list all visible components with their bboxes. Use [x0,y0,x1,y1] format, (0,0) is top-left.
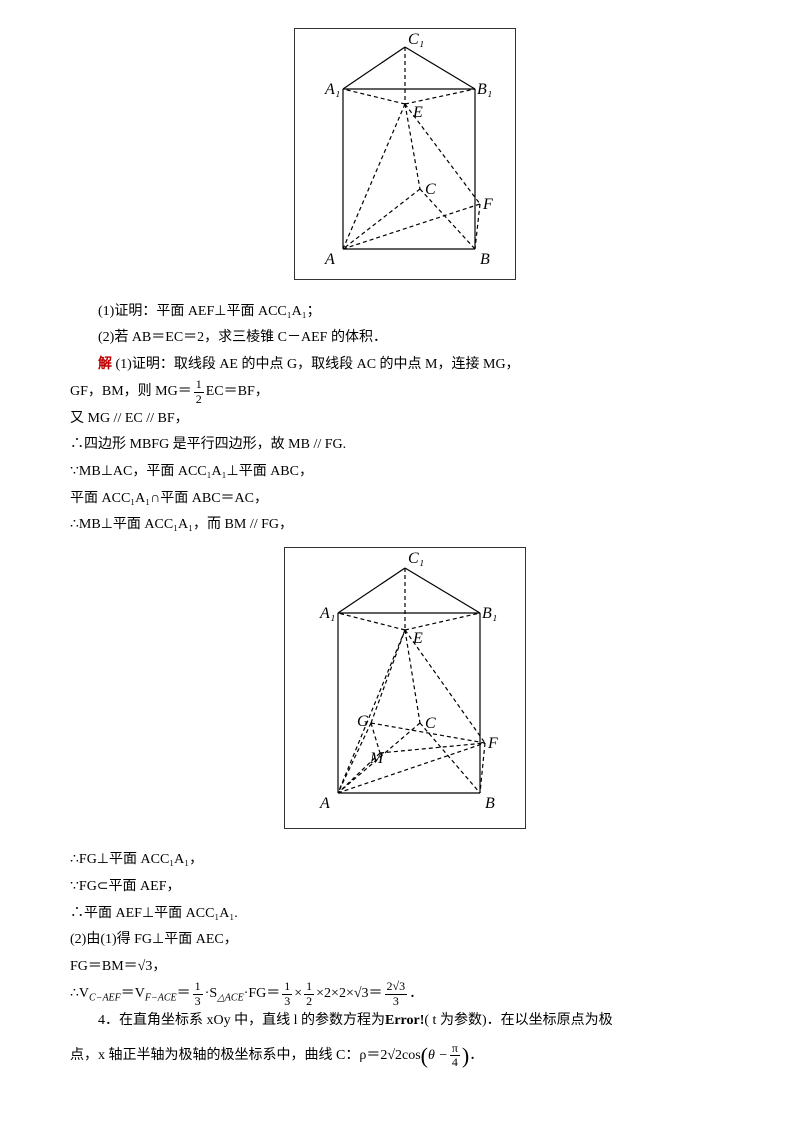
sol13a: ∴V [70,986,89,1001]
frac-num: 1 [194,378,204,392]
svg-text:B: B [485,795,495,812]
question-4-line1: 4．在直角坐标系 xOy 中，直线 l 的参数方程为Error!( t 为参数)… [70,1008,740,1035]
sol13g: ×2×2×√3＝ [316,986,382,1001]
svg-text:F: F [482,196,493,213]
solution-line-12: FG＝BM＝√3， [70,954,740,981]
sub-ace: △ACE [217,993,244,1004]
solution-line-2: GF，BM，则 MG＝12EC＝BF， [70,378,740,406]
svg-text:A: A [324,251,335,268]
question-4-line2: 点，x 轴正半轴为极轴的极坐标系中，曲线 C：ρ＝2√2cos(θ −π4)． [70,1035,740,1077]
sub-caef: C−AEF [89,993,121,1004]
solution-line-8: ∴FG⊥平面 ACC₁A₁， [70,847,740,874]
frac-theta: π4 [450,1042,460,1069]
svg-text:B: B [480,251,490,268]
solution-line-5: ∵MB⊥AC，平面 ACC₁A₁⊥平面 ABC， [70,459,740,486]
frac-den: 3 [193,995,203,1008]
solution-label: 解 [98,357,112,372]
svg-text:B₁: B₁ [477,81,492,98]
q4a: 4．在直角坐标系 xOy 中，直线 l 的参数方程为 [98,1013,385,1028]
question-2: (2)若 AB＝EC＝2，求三棱锥 C－AEF 的体积． [70,325,740,352]
svg-text:C: C [425,181,436,198]
frac-den: 2 [194,393,204,406]
sol13b: ＝V [121,986,145,1001]
svg-text:C₁: C₁ [408,31,424,48]
svg-text:C: C [425,715,436,732]
frac-third-2: 13 [282,980,292,1007]
svg-text:E: E [412,104,423,121]
sol13f: × [294,986,302,1001]
figure-1-container: C₁ A₁ B₁ E C F A B [70,28,740,291]
theta-expr: θ − [428,1048,448,1063]
solution-line-6: 平面 ACC₁A₁∩平面 ABC＝AC， [70,486,740,513]
frac-num: 1 [304,980,314,994]
svg-text:A: A [319,795,330,812]
sol13d: ·S [205,986,217,1001]
frac-num: 2√3 [385,980,408,994]
frac-den: 4 [450,1056,460,1069]
q4-error: Error! [385,1013,424,1028]
figure-2-container: C₁ A₁ B₁ E G C M F A B [70,547,740,840]
question-1: (1)证明：平面 AEF⊥平面 ACC₁A₁； [70,299,740,326]
svg-text:C₁: C₁ [408,550,424,567]
frac-half-2: 12 [304,980,314,1007]
svg-text:B₁: B₁ [482,605,497,622]
frac-num: 1 [193,980,203,994]
solution-line-1: 解 (1)证明：取线段 AE 的中点 G，取线段 AC 的中点 M，连接 MG， [70,352,740,379]
frac-den: 3 [282,995,292,1008]
sol1-text: (1)证明：取线段 AE 的中点 G，取线段 AC 的中点 M，连接 MG， [112,357,520,372]
svg-text:E: E [412,630,423,647]
q4d: ． [469,1048,483,1063]
svg-text:A₁: A₁ [319,605,335,622]
solution-line-11: (2)由(1)得 FG⊥平面 AEC， [70,927,740,954]
frac-num: 1 [282,980,292,994]
q4b: ( t 为参数)．在以坐标原点为极 [424,1013,612,1028]
solution-line-10: ∴平面 AEF⊥平面 ACC₁A₁. [70,901,740,928]
solution-line-13: ∴VC−AEF＝VF−ACE＝13·S△ACE·FG＝13×12×2×2×√3＝… [70,980,740,1008]
frac-den: 2 [304,995,314,1008]
frac-num: π [450,1042,460,1056]
svg-text:M: M [369,750,385,767]
paren-open: ( [421,1043,428,1068]
svg-text:A₁: A₁ [324,81,340,98]
sub-face: F−ACE [145,993,177,1004]
frac-third-1: 13 [193,980,203,1007]
sol13e: ·FG＝ [244,986,281,1001]
solution-line-7: ∴MB⊥平面 ACC₁A₁，而 BM // FG， [70,512,740,539]
prism-diagram-2: C₁ A₁ B₁ E G C M F A B [284,547,526,829]
frac-den: 3 [385,995,408,1008]
prism-diagram-1: C₁ A₁ B₁ E C F A B [294,28,516,280]
sol13c: ＝ [177,986,191,1001]
svg-text:G: G [357,713,369,730]
svg-text:F: F [487,735,498,752]
sol2a: GF，BM，则 MG＝ [70,384,192,399]
solution-line-3: 又 MG // EC // BF， [70,406,740,433]
frac-result: 2√33 [385,980,408,1007]
q4c: 点，x 轴正半轴为极轴的极坐标系中，曲线 C：ρ＝2√2cos [70,1048,421,1063]
sol2b: EC＝BF， [206,384,269,399]
solution-line-4: ∴四边形 MBFG 是平行四边形，故 MB // FG. [70,432,740,459]
sol13h: ． [409,986,423,1001]
frac-half-1: 12 [194,378,204,405]
solution-line-9: ∵FG⊂平面 AEF， [70,874,740,901]
